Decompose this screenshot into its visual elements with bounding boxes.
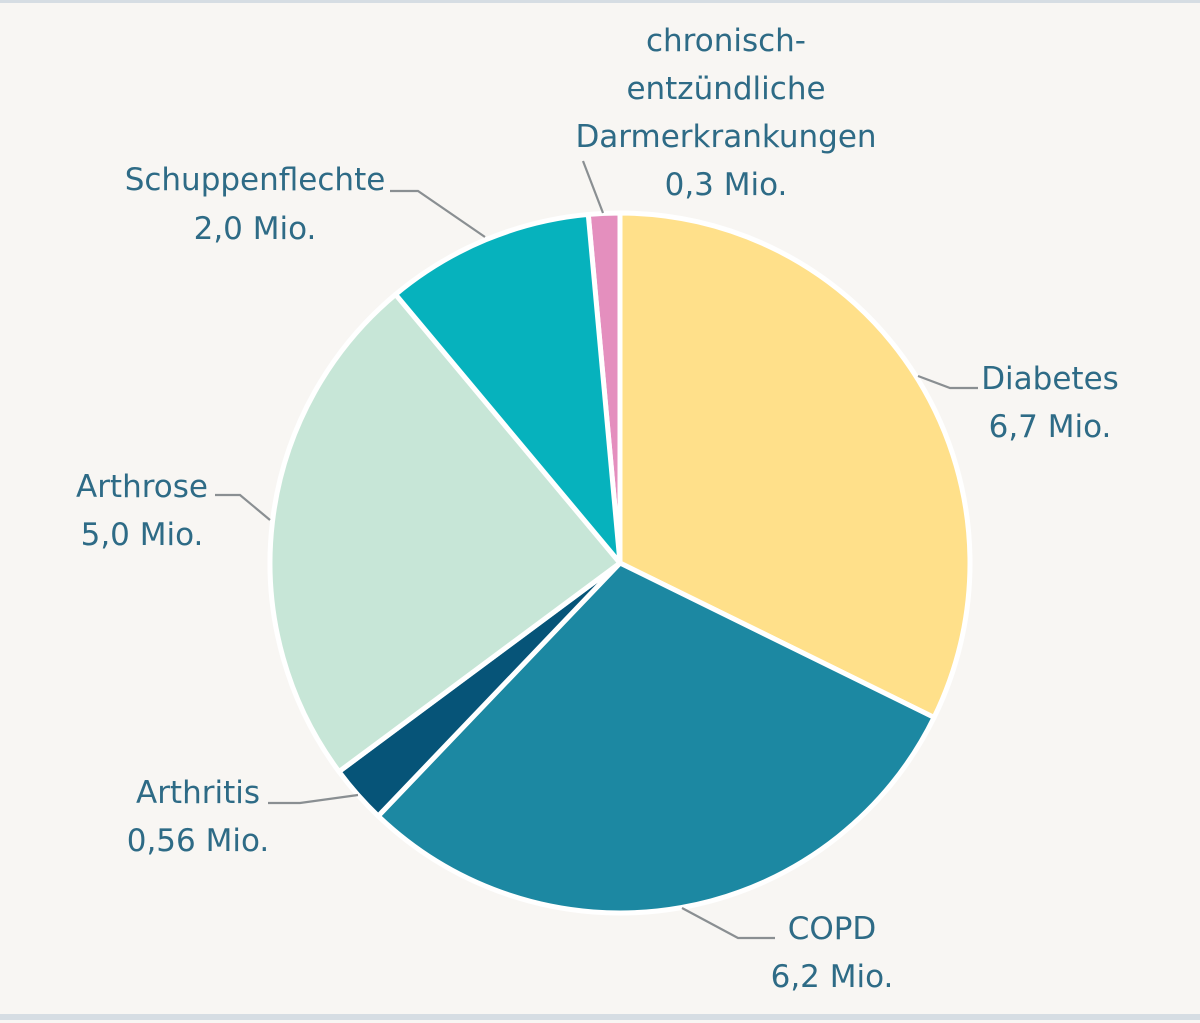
- slice-label-line: Arthrose: [76, 469, 208, 505]
- pie-slice-copd: [375, 560, 937, 916]
- leader-line-diabetes: [917, 374, 978, 390]
- pie-slice-arthrose: [267, 291, 623, 775]
- leader-line-schuppenflechte: [390, 189, 486, 238]
- slice-label-copd: COPD 6,2 Mio.: [771, 911, 894, 995]
- slice-value-label: 0,3 Mio.: [665, 167, 788, 203]
- pie-slice-diabetes: [617, 210, 973, 720]
- slice-label-arthrose: Arthrose 5,0 Mio.: [76, 469, 208, 553]
- slice-value-label: 6,7 Mio.: [989, 409, 1112, 445]
- pie-slice-schuppenflechte: [393, 211, 623, 566]
- leader-line-arthritis: [268, 793, 359, 805]
- slice-label-line: Arthritis: [136, 775, 260, 811]
- slice-label-line: COPD: [788, 911, 877, 947]
- slice-value-label: 5,0 Mio.: [81, 517, 204, 553]
- leader-line-ced: [581, 160, 605, 214]
- slice-label-ced: chronisch- entzündliche Darmerkrankungen…: [575, 23, 876, 203]
- leader-lines: [215, 160, 978, 940]
- slice-label-line: Diabetes: [981, 361, 1119, 397]
- slice-value-label: 6,2 Mio.: [771, 959, 894, 995]
- slice-value-label: 0,56 Mio.: [127, 823, 270, 859]
- slice-label-arthritis: Arthritis 0,56 Mio.: [127, 775, 270, 859]
- slice-label-schuppenflechte: Schuppenflechte 2,0 Mio.: [125, 162, 386, 247]
- pie-chart: chronisch- entzündliche Darmerkrankungen…: [76, 23, 1119, 995]
- leader-line-copd: [681, 907, 775, 940]
- pie-slices: [267, 210, 973, 916]
- slice-label-line: Darmerkrankungen: [575, 119, 876, 155]
- slice-value-label: 2,0 Mio.: [194, 211, 317, 247]
- slice-label-line: chronisch-: [646, 23, 806, 59]
- slice-label-line: entzündliche: [626, 71, 825, 107]
- leader-line-arthrose: [215, 493, 271, 521]
- slice-label-diabetes: Diabetes 6,7 Mio.: [981, 361, 1119, 445]
- slice-label-line: Schuppenflechte: [125, 162, 386, 198]
